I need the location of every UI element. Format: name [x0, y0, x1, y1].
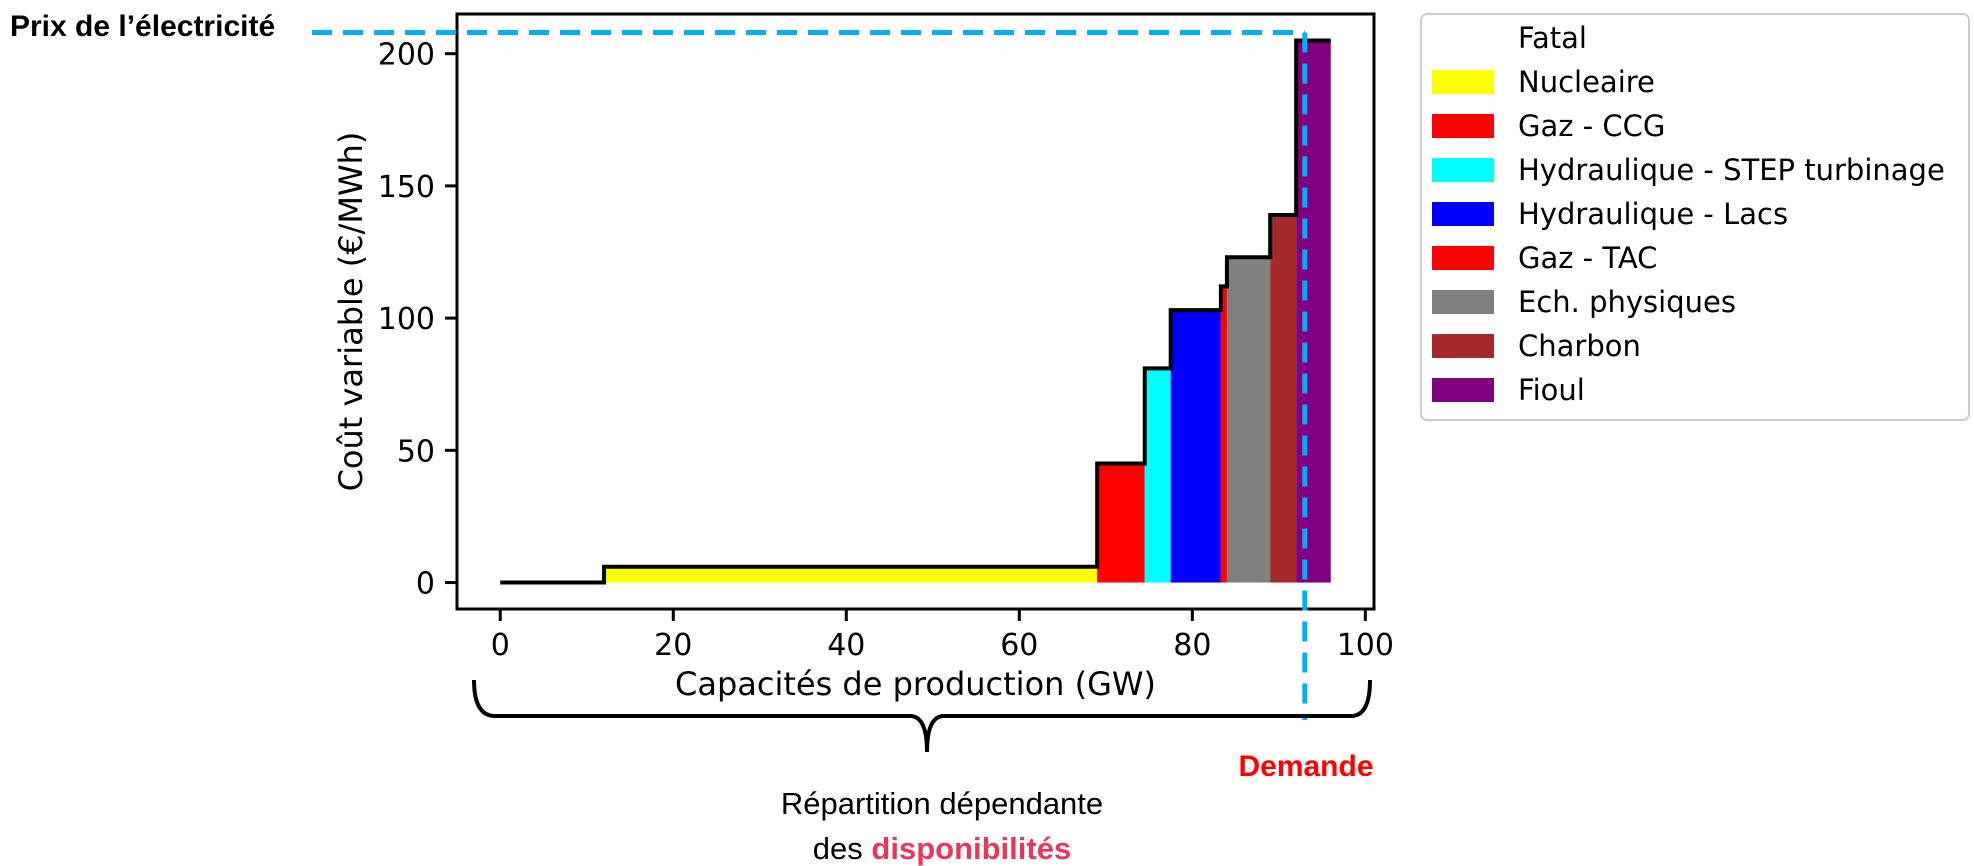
y-axis-ticks: 0 50 100 150 200 [378, 38, 457, 602]
legend-label: Fatal [1518, 21, 1587, 55]
legend-swatch [1432, 114, 1494, 138]
legend-label: Fioul [1518, 373, 1585, 407]
x-axis-ticks: 0 20 40 60 80 100 [491, 609, 1394, 663]
repartition-prefix: des [813, 831, 872, 866]
legend-label: Gaz - TAC [1518, 241, 1657, 275]
legend-swatch [1432, 158, 1494, 182]
x-tick-label: 40 [827, 628, 865, 663]
bar-5 [1220, 286, 1227, 583]
legend: Fatal Nucleaire Gaz - CCG Hydraulique - STE… [1420, 13, 1970, 421]
x-tick-label: 0 [491, 628, 510, 663]
legend-swatch [1432, 26, 1494, 50]
x-tick-label: 20 [654, 628, 692, 663]
bar-8 [1296, 40, 1331, 583]
plot-frame [455, 12, 1376, 611]
legend-frame [1420, 13, 1970, 421]
repartition-highlight: disponibilités [871, 831, 1071, 866]
legend-swatch [1432, 70, 1494, 94]
x-tick-label: 60 [1000, 628, 1038, 663]
demand-label: Demande [1238, 750, 1373, 783]
legend-label: Hydraulique - Lacs [1518, 197, 1788, 231]
chart-bars [604, 40, 1331, 583]
legend-swatch [1432, 202, 1494, 226]
x-tick-label: 80 [1173, 628, 1211, 663]
bar-2 [1097, 463, 1145, 583]
y-tick-label: 100 [378, 302, 435, 337]
legend-label: Charbon [1518, 329, 1641, 363]
legend-swatch [1432, 246, 1494, 270]
bar-4 [1170, 310, 1221, 583]
legend-swatch [1432, 378, 1494, 402]
legend-swatch [1432, 334, 1494, 358]
legend-label: Hydraulique - STEP turbinage [1518, 153, 1945, 187]
merit-order-step-line [500, 38, 1331, 585]
y-tick-label: 50 [397, 434, 435, 469]
y-tick-label: 200 [378, 38, 435, 73]
legend-label: Gaz - CCG [1518, 109, 1665, 143]
price-label: Prix de l’électricité [10, 10, 275, 43]
repartition-label-line1: Répartition dépendante [781, 786, 1103, 821]
x-tick-label: 100 [1337, 628, 1394, 663]
x-axis-title: Capacités de production (GW) [675, 665, 1156, 703]
legend-items: Fatal Nucleaire Gaz - CCG Hydraulique - STE… [1432, 21, 1945, 407]
bar-1 [604, 566, 1098, 583]
legend-label: Nucleaire [1518, 65, 1655, 99]
bar-6 [1226, 257, 1271, 583]
bar-3 [1144, 368, 1171, 583]
y-tick-label: 0 [416, 567, 435, 602]
bar-7 [1270, 214, 1297, 583]
y-tick-label: 150 [378, 170, 435, 205]
legend-label: Ech. physiques [1518, 285, 1736, 319]
repartition-label-line2: des disponibilités [813, 831, 1071, 866]
legend-swatch [1432, 290, 1494, 314]
curly-brace [472, 679, 1372, 753]
y-axis-title: Coût variable (€/MWh) [332, 132, 370, 492]
